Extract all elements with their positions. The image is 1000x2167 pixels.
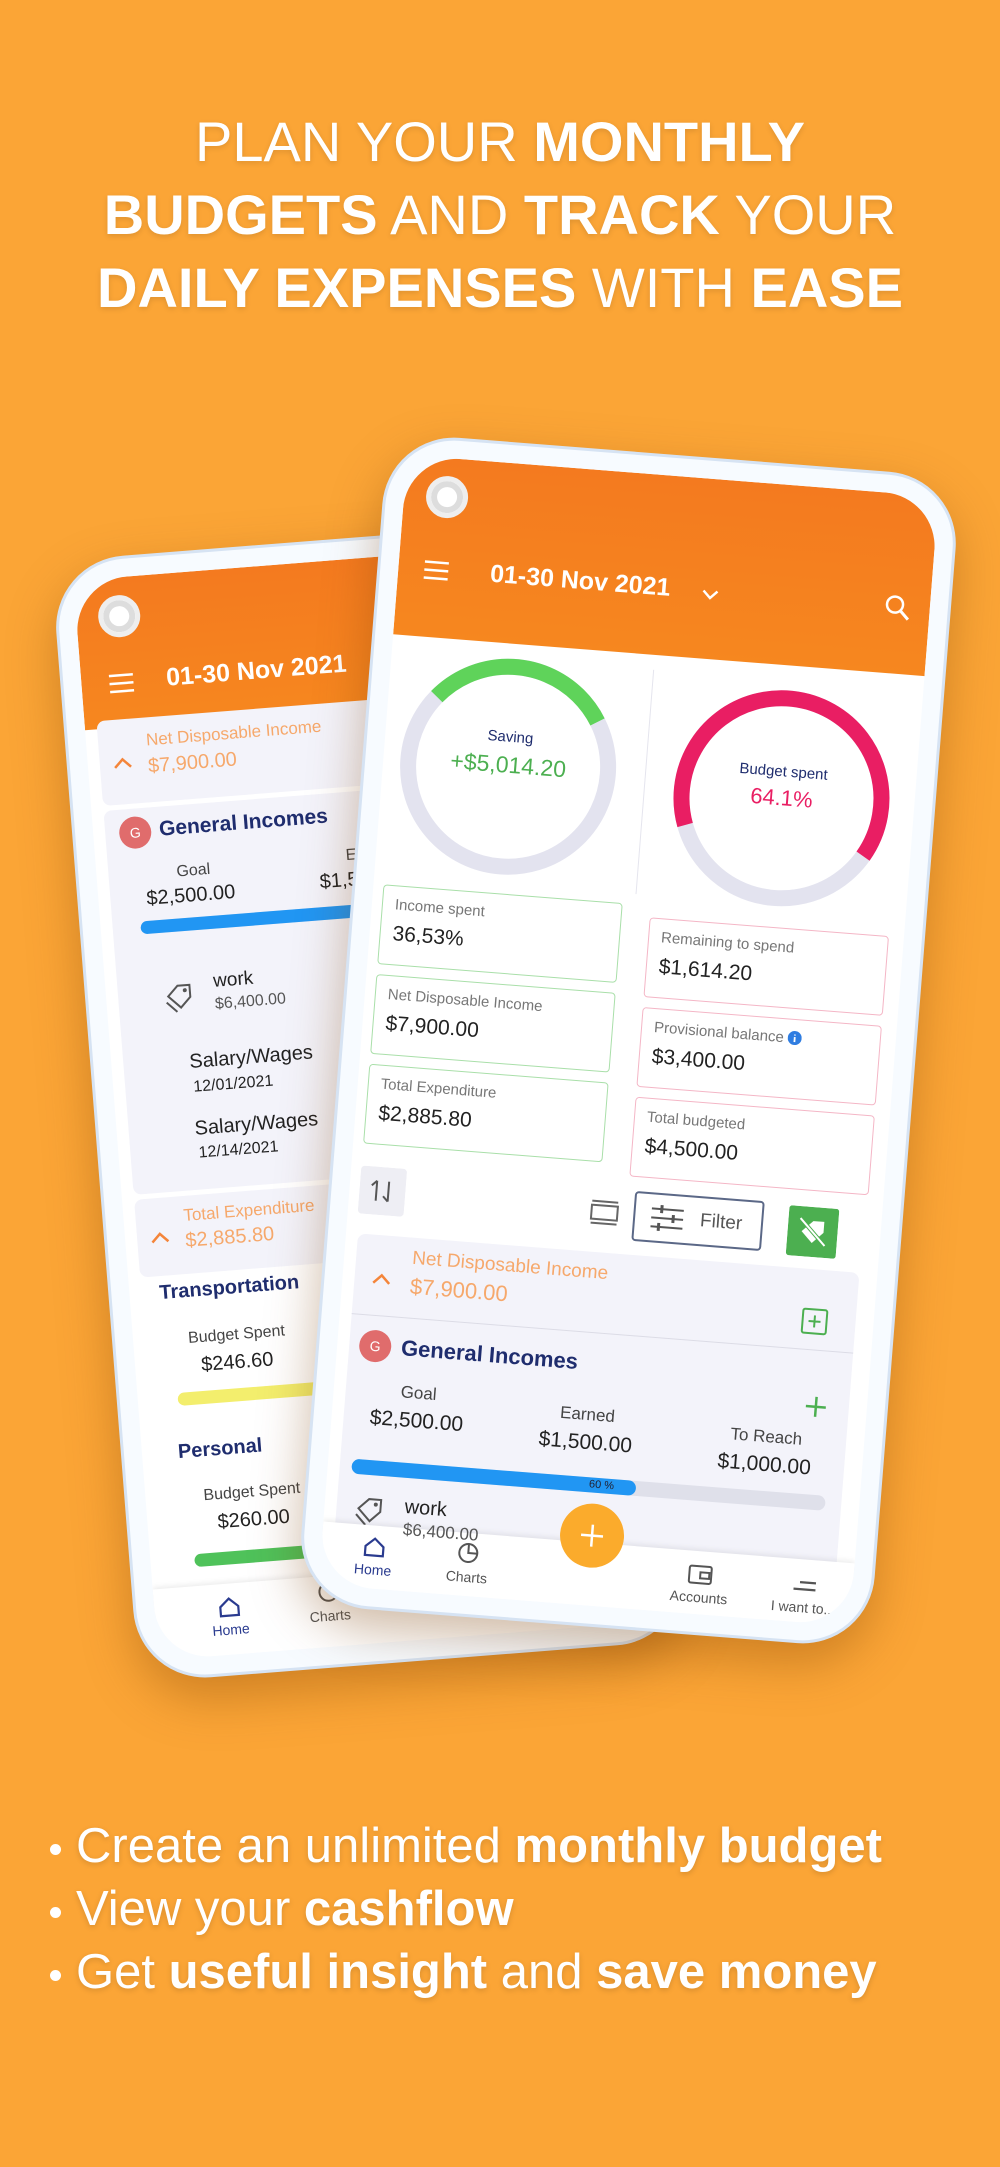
nav-more[interactable]: I want to... [758, 1574, 851, 1619]
text: and [500, 1945, 583, 1999]
stat-card: Total budgeted $4,500.00 [629, 1096, 875, 1196]
nav-accounts[interactable]: Accounts [658, 1560, 741, 1608]
text: Get [76, 1945, 155, 1999]
add-entry-button[interactable] [803, 1394, 829, 1420]
add-button[interactable] [799, 1306, 829, 1336]
progress-label: 60 % [588, 1478, 615, 1493]
front-screen: 01-30 Nov 2021 Saving +$5,014.20 Budget … [318, 454, 939, 1627]
filter-button[interactable]: Filter [631, 1190, 765, 1252]
stat-card: Total Expenditure $2,885.80 [363, 1063, 609, 1163]
stat-card: Income spent 36,53% [377, 884, 623, 983]
category-name: Transportation [158, 1271, 300, 1305]
bullet-dot [50, 1907, 61, 1918]
collapse-icon[interactable] [149, 1229, 172, 1245]
entry-name: work [403, 1495, 448, 1522]
feature-item: Create an unlimited monthly budget [50, 1815, 990, 1878]
bullet-dot [50, 1844, 61, 1855]
card-value: $4,500.00 [643, 1134, 739, 1165]
tag-button[interactable] [785, 1205, 840, 1259]
nav-label: Home [211, 1620, 251, 1639]
category-value: $246.60 [200, 1348, 275, 1377]
bold-text: useful insight [168, 1945, 488, 1999]
category-label: Budget Spent [187, 1322, 286, 1347]
text: View your [76, 1882, 291, 1936]
bold-text: BUDGETS [103, 183, 378, 246]
nav-label: Charts [445, 1567, 488, 1587]
to-reach-column: To Reach $1,000.00 [698, 1422, 832, 1482]
bullet-dot [50, 1970, 61, 1981]
text: PLAN YOUR [195, 110, 518, 173]
collapse-icon[interactable] [111, 755, 134, 771]
text: Create an unlimited [76, 1819, 501, 1873]
app-header [393, 454, 939, 677]
earned-column: Earned $1,500.00 [520, 1400, 654, 1460]
budget-ring [673, 690, 890, 907]
stat-card: Provisional balance $3,400.00 [636, 1007, 882, 1106]
menu-button[interactable] [421, 558, 451, 582]
bold-text: EASE [750, 256, 904, 319]
feature-list: Create an unlimited monthly budget View y… [50, 1815, 990, 2004]
view-button[interactable] [587, 1197, 621, 1227]
bold-text: TRACK [523, 183, 720, 246]
bold-text: monthly budget [514, 1819, 882, 1873]
saving-ring [400, 658, 617, 875]
feature-item: Get useful insight and save money [50, 1941, 990, 2004]
category-value: $260.00 [216, 1505, 291, 1534]
nav-home[interactable]: Home [194, 1593, 267, 1640]
bold-text: DAILY EXPENSES [97, 256, 577, 319]
front-phone: 01-30 Nov 2021 Saving +$5,014.20 Budget … [295, 432, 962, 1649]
card-value: 36,53% [391, 922, 465, 951]
card-value: $2,885.80 [377, 1101, 473, 1132]
goal-label: Goal [175, 860, 211, 881]
home-icon [219, 1597, 241, 1618]
text: WITH [591, 256, 735, 319]
menu-icon [793, 1581, 817, 1592]
dropdown-icon[interactable] [701, 588, 720, 601]
bold-text: save money [596, 1945, 877, 1999]
feature-item: View your cashflow [50, 1878, 990, 1941]
divider [635, 669, 655, 895]
stat-card: Net Disposable Income $7,900.00 [370, 974, 616, 1073]
add-fab[interactable] [557, 1500, 628, 1571]
bold-text: MONTHLY [533, 110, 805, 173]
card-value: $7,900.00 [384, 1011, 480, 1043]
nav-charts[interactable]: Charts [431, 1538, 504, 1587]
sort-button[interactable] [357, 1165, 408, 1217]
entry-name: work [212, 967, 255, 992]
filter-label: Filter [699, 1210, 744, 1235]
wallet-icon [687, 1564, 713, 1585]
headline-line: DAILY EXPENSES WITH EASE [0, 251, 1000, 324]
goal-column: Goal $2,500.00 [351, 1379, 485, 1439]
home-icon [363, 1537, 385, 1558]
nav-label: Charts [309, 1606, 352, 1626]
category-label: Budget Spent [202, 1479, 301, 1505]
stat-card: Remaining to spend $1,614.20 [643, 917, 889, 1016]
nav-home[interactable]: Home [337, 1533, 410, 1580]
filter-icon [650, 1205, 684, 1232]
bold-text: cashflow [303, 1882, 514, 1936]
tag-icon [355, 1498, 383, 1526]
tag-icon [166, 983, 192, 1013]
nav-label: Home [353, 1560, 392, 1580]
collapse-icon[interactable] [370, 1271, 393, 1287]
text: AND [390, 183, 509, 246]
card-label-text: Provisional balance [653, 1018, 785, 1047]
card-label: Provisional balance [653, 1019, 868, 1053]
info-icon[interactable] [787, 1031, 802, 1046]
chart-icon [458, 1543, 479, 1564]
text: YOUR [734, 183, 897, 246]
headline-line: PLAN YOUR MONTHLY [0, 105, 1000, 178]
search-button[interactable] [883, 593, 913, 623]
menu-button[interactable] [107, 671, 137, 695]
ring-arc [673, 690, 890, 907]
headline-line: BUDGETS AND TRACK YOUR [0, 178, 1000, 251]
category-name: Personal [177, 1434, 264, 1464]
card-value: $1,614.20 [657, 955, 753, 986]
headline: PLAN YOUR MONTHLY BUDGETS AND TRACK YOUR D… [0, 105, 1000, 324]
card-value: $3,400.00 [650, 1044, 746, 1076]
